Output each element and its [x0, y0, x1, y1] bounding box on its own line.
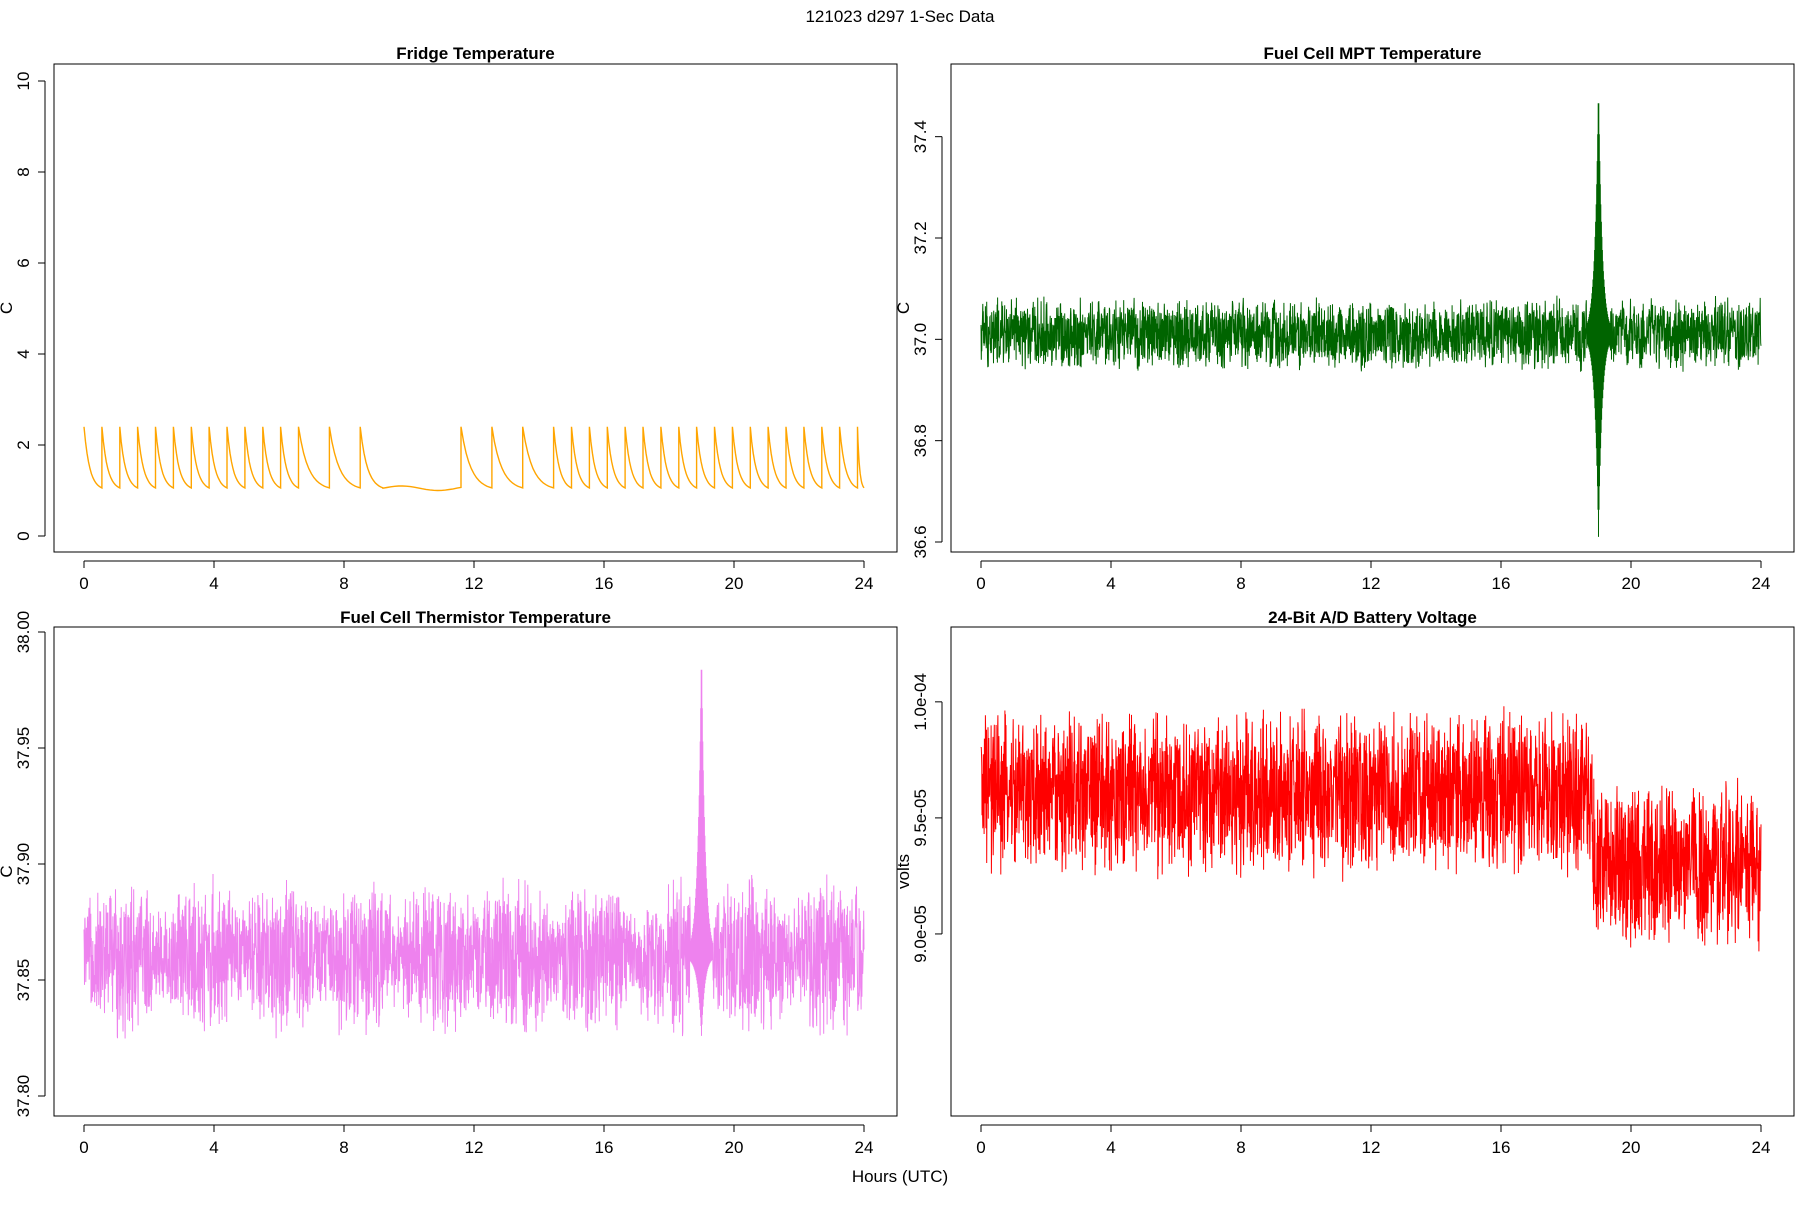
panel-title: Fuel Cell Thermistor Temperature [340, 608, 611, 627]
figure-title: 121023 d297 1-Sec Data [805, 7, 995, 26]
y-axis-label: C [0, 865, 16, 877]
x-tick-label: 16 [595, 574, 614, 593]
y-tick-label: 37.2 [911, 221, 930, 254]
x-tick-label: 20 [725, 574, 744, 593]
y-axis-label: volts [894, 854, 913, 889]
x-tick-label: 8 [1236, 574, 1245, 593]
x-tick-label: 16 [1492, 1138, 1511, 1157]
x-tick-label: 12 [465, 1138, 484, 1157]
plot-frame [950, 626, 1795, 1117]
series-line [980, 103, 1762, 537]
series-line [83, 426, 865, 492]
x-tick-label: 12 [1362, 574, 1381, 593]
x-tick-label: 24 [1752, 574, 1771, 593]
y-tick-label: 2 [14, 440, 33, 449]
y-tick-label: 8 [14, 167, 33, 176]
y-tick-label: 0 [14, 531, 33, 540]
x-tick-label: 16 [1492, 574, 1511, 593]
x-tick-label: 12 [1362, 1138, 1381, 1157]
x-tick-label: 4 [1106, 574, 1115, 593]
panel-title: 24-Bit A/D Battery Voltage [1268, 608, 1477, 627]
y-tick-label: 9.0e-05 [911, 905, 930, 963]
plot-frame [53, 626, 898, 1117]
x-tick-label: 8 [339, 574, 348, 593]
x-tick-label: 8 [1236, 1138, 1245, 1157]
x-tick-label: 20 [1622, 1138, 1641, 1157]
figure-x-label: Hours (UTC) [852, 1167, 948, 1186]
plot-frame [53, 63, 898, 553]
x-tick-label: 20 [1622, 574, 1641, 593]
x-tick-label: 4 [1106, 1138, 1115, 1157]
panel-title: Fridge Temperature [396, 44, 554, 63]
x-tick-label: 0 [976, 1138, 985, 1157]
y-tick-label: 37.90 [14, 843, 33, 886]
y-tick-label: 37.4 [911, 120, 930, 153]
x-tick-label: 20 [725, 1138, 744, 1157]
chart-panel-4: 24-Bit A/D Battery Voltage 0 4 8 12 16 20 24 9.0… [894, 608, 1795, 1157]
y-tick-label: 37.85 [14, 959, 33, 1002]
chart-panel-3: Fuel Cell Thermistor Temperature 0 4 8 12 16 2… [0, 608, 898, 1157]
x-tick-label: 24 [1752, 1138, 1771, 1157]
y-tick-label: 37.95 [14, 727, 33, 770]
panel-title: Fuel Cell MPT Temperature [1264, 44, 1482, 63]
y-tick-label: 9.5e-05 [911, 789, 930, 847]
y-tick-label: 10 [14, 72, 33, 91]
y-axis-label: C [0, 302, 16, 314]
chart-panel-1: Fridge Temperature048121620240246810C [0, 44, 898, 593]
y-tick-label: 38.00 [14, 611, 33, 654]
y-tick-label: 4 [14, 349, 33, 358]
x-tick-label: 0 [976, 574, 985, 593]
x-tick-label: 8 [339, 1138, 348, 1157]
y-tick-label: 36.8 [911, 424, 930, 457]
x-tick-label: 24 [855, 574, 874, 593]
x-tick-label: 16 [595, 1138, 614, 1157]
y-tick-label: 1.0e-04 [911, 673, 930, 731]
y-axis-label: C [894, 302, 913, 314]
chart-panel-2: Fuel Cell MPT Temperature 0 4 8 12 16 20 24 36.6… [894, 44, 1795, 593]
x-tick-label: 0 [79, 574, 88, 593]
y-tick-label: 36.6 [911, 525, 930, 558]
x-tick-label: 12 [465, 574, 484, 593]
y-tick-label: 6 [14, 258, 33, 267]
series-line [980, 706, 1762, 952]
plot-frame [950, 63, 1795, 553]
x-tick-label: 24 [855, 1138, 874, 1157]
y-tick-label: 37.80 [14, 1075, 33, 1118]
x-tick-label: 4 [209, 574, 218, 593]
x-tick-label: 4 [209, 1138, 218, 1157]
y-tick-label: 37.0 [911, 323, 930, 356]
series-line [83, 669, 865, 1039]
x-tick-label: 0 [79, 1138, 88, 1157]
